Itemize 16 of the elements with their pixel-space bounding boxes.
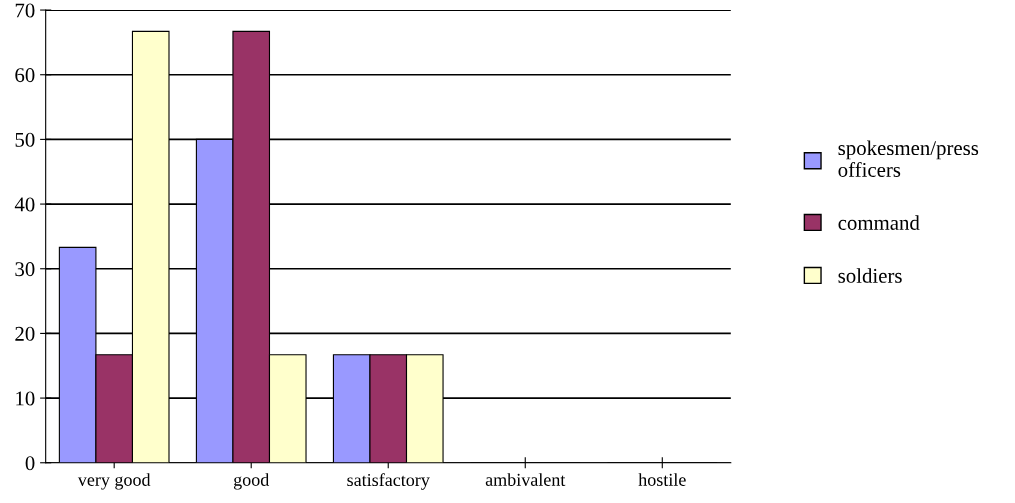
- y-tick-label: 10: [16, 391, 35, 406]
- x-tick-label: good: [233, 473, 270, 490]
- y-tick-label: 0: [25, 456, 35, 471]
- y-tick-label: 20: [15, 326, 35, 341]
- x-tick-label: satisfactory: [347, 473, 430, 490]
- x-tick-label: ambivalent: [485, 473, 566, 486]
- x-tick-label: hostile: [638, 473, 686, 486]
- y-tick-label: 40: [14, 197, 35, 212]
- y-tick-label: 60: [15, 68, 35, 83]
- y-tick-label: 30: [15, 262, 35, 277]
- x-tick-label: very good: [77, 473, 151, 490]
- y-tick-label: 50: [15, 132, 35, 147]
- legend-label: spokesmen/press officers: [838, 140, 979, 177]
- legend-label: soldiers: [838, 268, 902, 283]
- y-tick-label: 70: [15, 3, 35, 18]
- legend-label: command: [838, 215, 920, 230]
